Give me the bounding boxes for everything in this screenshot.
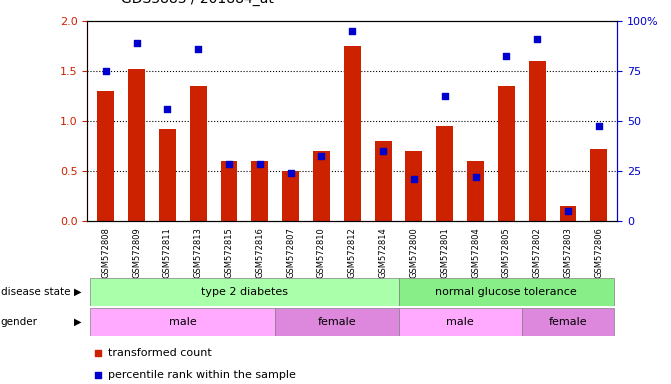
Point: [347, 28, 358, 34]
Point: [101, 68, 111, 74]
Point: [444, 35, 454, 41]
Bar: [436, 126, 453, 221]
Point: [409, 176, 419, 182]
Point: [532, 36, 543, 42]
Text: ▶: ▶: [74, 317, 82, 327]
Text: disease state: disease state: [1, 287, 70, 297]
Point: [378, 148, 389, 154]
Bar: [344, 46, 361, 221]
Bar: [282, 171, 299, 221]
Bar: [467, 161, 484, 221]
Bar: [522, 308, 614, 336]
Point: [593, 123, 604, 129]
Point: [501, 53, 512, 59]
Bar: [91, 308, 275, 336]
Point: [254, 161, 265, 167]
Bar: [405, 151, 422, 221]
Text: male: male: [169, 317, 197, 327]
Bar: [159, 129, 176, 221]
Point: [444, 234, 454, 240]
Bar: [97, 91, 114, 221]
Text: gender: gender: [1, 317, 38, 327]
Bar: [399, 308, 522, 336]
Bar: [529, 61, 546, 221]
Text: type 2 diabetes: type 2 diabetes: [201, 287, 288, 297]
Text: female: female: [549, 317, 587, 327]
Bar: [560, 206, 576, 221]
Bar: [374, 141, 392, 221]
Point: [440, 93, 450, 99]
Bar: [252, 161, 268, 221]
Bar: [190, 86, 207, 221]
Text: normal glucose tolerance: normal glucose tolerance: [435, 287, 577, 297]
Bar: [221, 161, 238, 221]
Point: [470, 174, 481, 180]
Bar: [590, 149, 607, 221]
Text: male: male: [446, 317, 474, 327]
Text: transformed count: transformed count: [109, 348, 212, 358]
Bar: [275, 308, 399, 336]
Point: [316, 153, 327, 159]
Bar: [91, 278, 399, 306]
Point: [285, 170, 296, 176]
Bar: [399, 278, 614, 306]
Text: female: female: [317, 317, 356, 327]
Point: [162, 106, 172, 112]
Bar: [313, 151, 330, 221]
Bar: [498, 86, 515, 221]
Point: [193, 46, 203, 52]
Point: [563, 208, 574, 214]
Bar: [128, 69, 145, 221]
Text: GDS3883 / 201884_at: GDS3883 / 201884_at: [121, 0, 274, 6]
Text: percentile rank within the sample: percentile rank within the sample: [109, 371, 297, 381]
Point: [223, 161, 234, 167]
Point: [131, 40, 142, 46]
Text: ▶: ▶: [74, 287, 82, 297]
